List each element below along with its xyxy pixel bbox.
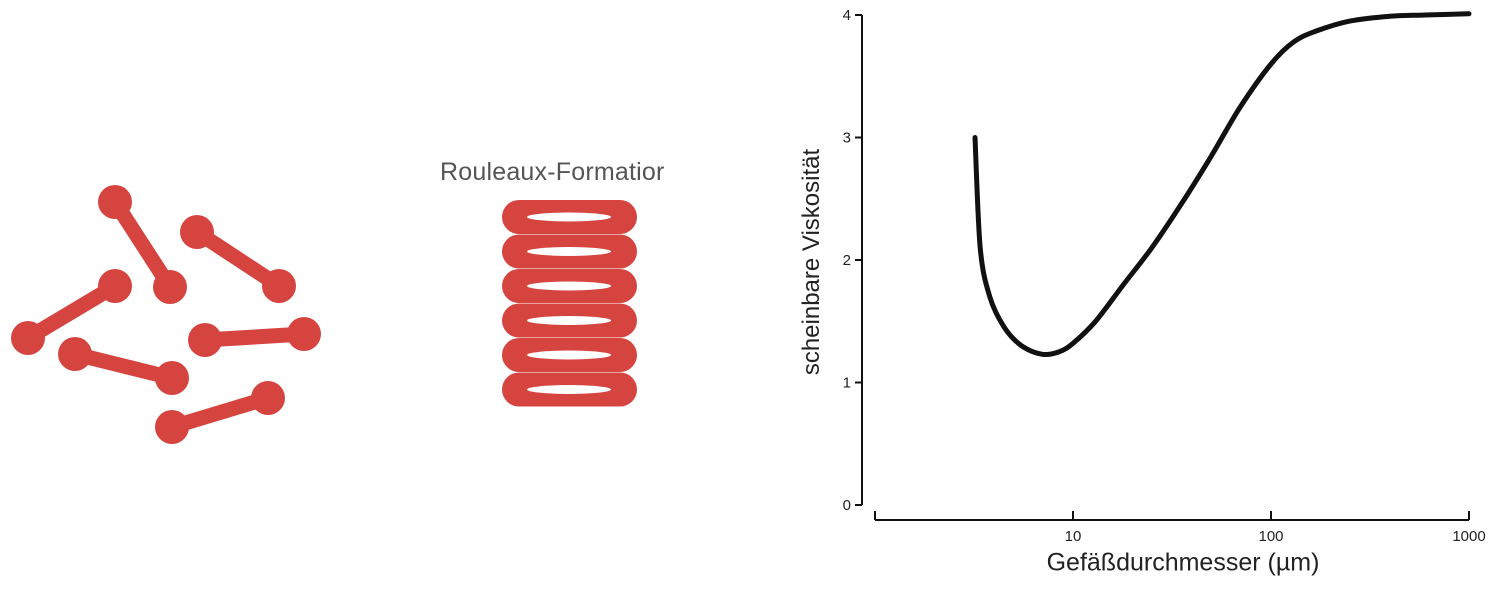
cell-highlight <box>527 385 611 394</box>
free-red-blood-cells <box>11 185 321 444</box>
y-tick-label: 4 <box>843 7 851 24</box>
cell-highlight <box>527 212 611 222</box>
y-tick-label: 0 <box>843 497 851 514</box>
red-blood-cell <box>155 381 285 444</box>
x-tick-label: 100 <box>1258 528 1283 545</box>
red-blood-cell <box>58 337 189 395</box>
viscosity-curve <box>972 11 1472 358</box>
cell-highlight <box>527 316 611 325</box>
x-axis-label: Gefäßdurchmesser (µm) <box>1046 548 1320 577</box>
x-tick-label: 1000 <box>1452 528 1485 545</box>
y-axis-label: scheinbare Viskosität <box>798 148 825 376</box>
y-tick-label: 3 <box>843 130 851 147</box>
viscosity-chart: 10 100 1000 0 1 2 3 4 <box>843 7 1486 545</box>
x-tick-label: 10 <box>1065 528 1082 545</box>
red-blood-cell <box>11 269 132 355</box>
rouleaux-stack <box>502 200 637 407</box>
red-blood-cell <box>180 215 296 303</box>
cell-highlight <box>527 350 611 360</box>
rouleaux-caption: Rouleaux-Formatior <box>440 158 665 186</box>
y-tick-label: 2 <box>843 252 851 269</box>
cell-highlight <box>527 281 611 291</box>
red-blood-cell <box>98 185 187 304</box>
axis-ticks: 10 100 1000 0 1 2 3 4 <box>843 7 1486 545</box>
y-tick-label: 1 <box>843 375 851 392</box>
cell-highlight <box>527 247 611 256</box>
red-blood-cell <box>188 317 321 357</box>
